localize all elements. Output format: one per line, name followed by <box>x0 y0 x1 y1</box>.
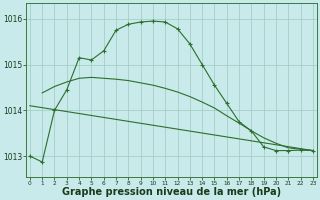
X-axis label: Graphe pression niveau de la mer (hPa): Graphe pression niveau de la mer (hPa) <box>62 187 281 197</box>
